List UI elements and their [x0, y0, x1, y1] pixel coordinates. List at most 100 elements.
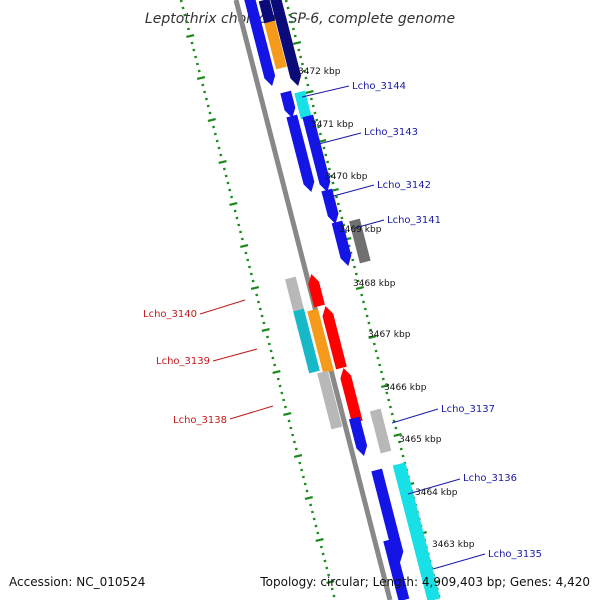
gene-label-lcho-3142[interactable]: Lcho_3142 — [377, 180, 431, 191]
tick-mark — [208, 111, 212, 115]
tick-mark — [207, 117, 216, 123]
tick-mark — [286, 6, 290, 10]
tick-mark — [194, 55, 198, 59]
tick-mark — [367, 321, 371, 325]
tick-mark — [293, 34, 297, 38]
tick-mark — [213, 132, 217, 136]
tick-mark — [293, 453, 303, 459]
tick-mark — [327, 573, 331, 577]
gene-label-leader — [199, 299, 246, 315]
tick-mark — [224, 174, 228, 178]
tick-mark — [260, 314, 264, 318]
tick-mark — [360, 293, 364, 297]
tick-mark — [267, 342, 271, 346]
tick-mark — [365, 314, 369, 318]
tick-mark — [322, 146, 326, 150]
tick-mark — [192, 48, 196, 52]
tick-mark — [294, 447, 298, 451]
tick-mark — [282, 398, 286, 402]
tick-mark — [390, 412, 394, 416]
gene-feature — [286, 114, 315, 192]
tick-mark — [226, 181, 230, 185]
tick-mark — [319, 545, 323, 549]
tick-mark — [239, 243, 249, 249]
tick-mark — [315, 537, 324, 543]
gene-label-lcho-3141[interactable]: Lcho_3141 — [387, 215, 441, 226]
tick-mark — [351, 258, 355, 262]
tick-mark — [363, 307, 367, 311]
tick-mark — [250, 285, 260, 291]
tick-mark — [297, 48, 301, 52]
tick-mark — [190, 41, 194, 45]
gene-label-lcho-3136[interactable]: Lcho_3136 — [463, 473, 517, 484]
tick-mark — [261, 327, 270, 333]
tick-mark — [318, 132, 322, 136]
tick-mark — [305, 489, 309, 493]
gene-feature — [317, 370, 343, 430]
tick-mark — [289, 426, 293, 430]
tick-mark — [291, 433, 295, 437]
gene-label-leader — [212, 348, 258, 362]
gene-label-lcho-3137[interactable]: Lcho_3137 — [441, 404, 495, 415]
tick-mark — [325, 566, 329, 570]
gene-label-lcho-3138[interactable]: Lcho_3138 — [173, 415, 227, 426]
tick-mark — [380, 383, 390, 389]
tick-mark — [300, 62, 304, 66]
gene-label-lcho-3144[interactable]: Lcho_3144 — [352, 81, 406, 92]
tick-mark — [278, 384, 282, 388]
gene-label-leaders — [199, 85, 486, 570]
tick-mark — [228, 188, 232, 192]
tick-mark — [292, 40, 302, 46]
gene-feature — [294, 90, 312, 120]
tick-mark — [393, 432, 402, 438]
gene-label-lcho-3140[interactable]: Lcho_3140 — [143, 309, 197, 320]
tick-mark — [316, 531, 320, 535]
tick-row-outer — [179, 0, 336, 598]
tick-mark — [388, 405, 392, 409]
tick-mark — [271, 356, 275, 360]
tick-mark — [203, 90, 207, 94]
tick-mark — [276, 377, 280, 381]
tick-mark — [311, 104, 315, 108]
tick-mark — [298, 461, 302, 465]
tick-mark — [331, 181, 335, 185]
tick-mark — [283, 411, 292, 417]
tick-mark — [212, 125, 216, 129]
tick-mark — [186, 33, 195, 39]
tick-label: 3464 kbp — [415, 488, 458, 498]
tick-mark — [257, 300, 260, 304]
tick-mark — [201, 83, 205, 87]
tick-mark — [246, 258, 250, 262]
tick-mark — [376, 356, 380, 360]
tick-mark — [309, 97, 313, 101]
tick-mark — [315, 118, 319, 122]
gene-label-lcho-3135[interactable]: Lcho_3135 — [488, 549, 542, 560]
tick-mark — [332, 594, 336, 598]
tick-mark — [338, 209, 342, 213]
tick-label: 3471 kbp — [311, 120, 354, 130]
tick-mark — [185, 20, 189, 24]
gene-label-leader — [407, 478, 461, 495]
tick-mark — [181, 6, 185, 10]
gene-feature — [340, 368, 363, 424]
tick-mark — [239, 230, 243, 234]
tick-mark — [355, 285, 365, 291]
tick-mark — [368, 334, 377, 340]
gene-label-lcho-3139[interactable]: Lcho_3139 — [156, 356, 210, 367]
tick-mark — [179, 0, 183, 3]
gene-features — [244, 0, 441, 600]
tick-mark — [272, 369, 281, 375]
position-tick-labels: 3472 kbp 3471 kbp 3470 kbp 3469 kbp 3468… — [298, 67, 475, 550]
tick-mark — [394, 426, 398, 430]
tick-label: 3472 kbp — [298, 67, 341, 77]
gene-feature — [302, 114, 331, 192]
gene-feature — [331, 220, 352, 266]
gene-label-lcho-3143[interactable]: Lcho_3143 — [364, 127, 418, 138]
tick-mark — [304, 76, 308, 80]
tick-mark — [381, 377, 385, 381]
gene-feature — [285, 276, 304, 312]
tick-mark — [323, 559, 327, 563]
gene-label-leader — [354, 219, 385, 229]
gene-feature — [322, 306, 347, 370]
gene-label-leader — [432, 553, 486, 570]
